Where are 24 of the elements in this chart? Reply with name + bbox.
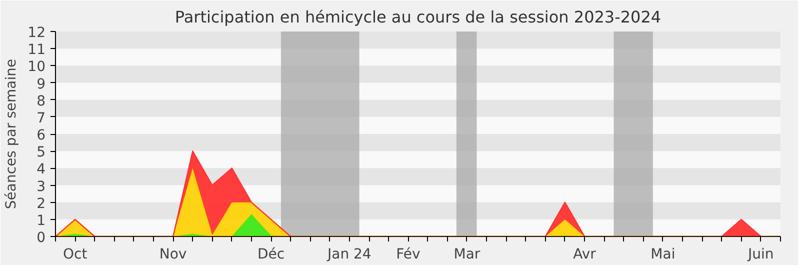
x-tick-label: Mai bbox=[650, 246, 676, 262]
y-tick-label: 12 bbox=[28, 25, 46, 41]
x-tick-label: Mar bbox=[454, 246, 480, 262]
y-tick-label: 3 bbox=[36, 178, 46, 195]
x-tick-label: Jan 24 bbox=[326, 246, 372, 262]
x-tick-label: Déc bbox=[257, 246, 285, 262]
y-tick-label: 9 bbox=[36, 76, 46, 92]
x-tick-label: Juin bbox=[747, 246, 774, 262]
y-tick-label: 8 bbox=[36, 93, 46, 110]
y-tick-label: 11 bbox=[28, 42, 46, 58]
x-tick-label: Oct bbox=[62, 246, 88, 262]
y-tick-label: 4 bbox=[36, 162, 46, 178]
y-tick-label: 1 bbox=[36, 212, 46, 229]
y-tick-label: 5 bbox=[36, 144, 46, 161]
y-tick-label: 2 bbox=[36, 196, 46, 212]
y-tick-label: 7 bbox=[36, 110, 46, 126]
y-tick-label: 10 bbox=[28, 59, 46, 76]
y-tick-label: 6 bbox=[36, 128, 46, 144]
y-axis-title: Séances par semaine bbox=[4, 58, 20, 210]
x-tick-label: Avr bbox=[573, 246, 596, 262]
x-tick-label: Fév bbox=[396, 246, 420, 262]
chart-title: Participation en hémicycle au cours de la session 2023-2024 bbox=[174, 8, 662, 26]
x-tick-label: Nov bbox=[159, 246, 187, 262]
y-tick-label: 0 bbox=[36, 230, 46, 246]
